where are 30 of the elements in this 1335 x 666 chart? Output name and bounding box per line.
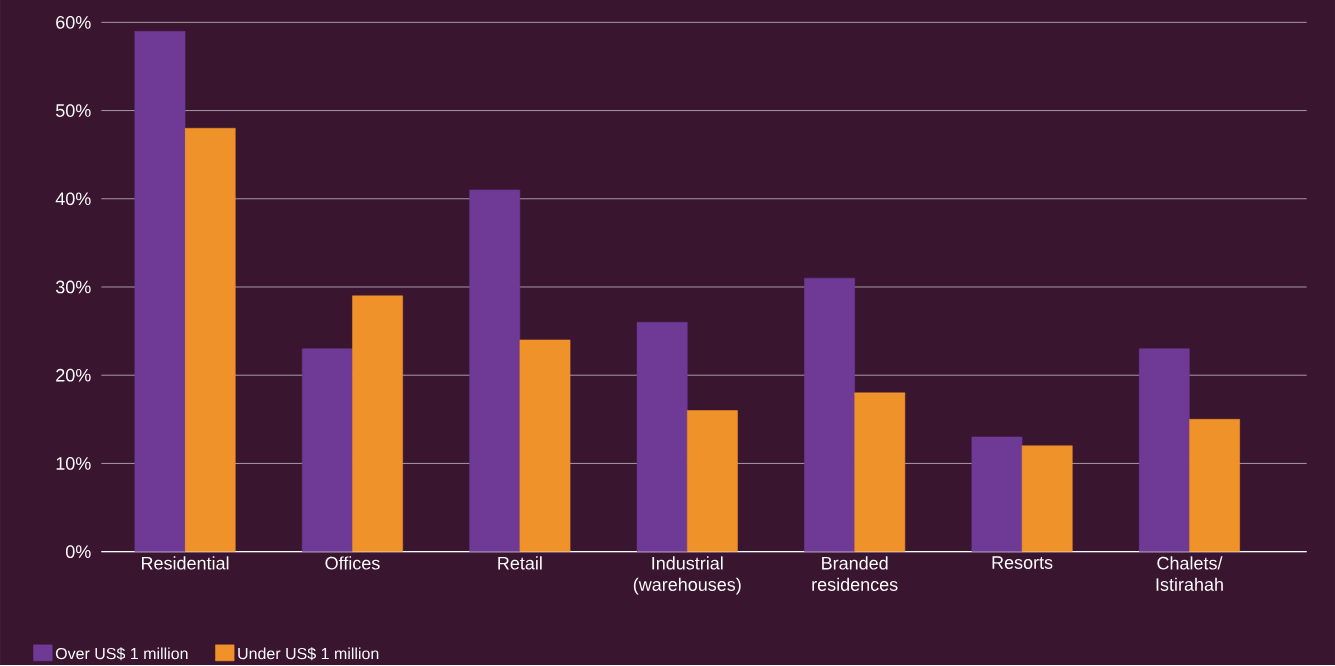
legend-label: Under US$ 1 million — [238, 647, 379, 660]
y-tick-label: 40% — [55, 192, 91, 205]
x-tick-label: Retail — [498, 556, 542, 570]
y-tick-label: 10% — [56, 456, 91, 470]
bar — [134, 30, 186, 552]
bar — [1138, 348, 1190, 552]
bar — [1021, 445, 1073, 552]
legend-label: Over US$ 1 million — [55, 647, 188, 660]
y-tick-label: 30% — [55, 280, 91, 294]
y-tick-label: 50% — [55, 103, 91, 117]
x-tick-label: Offices — [325, 556, 380, 570]
bar — [686, 410, 738, 552]
bar — [184, 127, 236, 552]
y-tick-label: 20% — [56, 368, 91, 382]
y-tick-label: 60% — [56, 15, 91, 29]
x-tick-label: Branded residences — [812, 556, 898, 591]
bar — [519, 339, 571, 552]
bar — [352, 295, 403, 552]
bar — [804, 277, 855, 552]
bar — [854, 392, 906, 552]
bar — [971, 436, 1023, 552]
bar — [636, 321, 688, 552]
y-tick-label: 0% — [66, 545, 91, 558]
x-tick-label: Chalets/ Istirahah — [1156, 556, 1223, 591]
bar — [1189, 418, 1240, 552]
x-tick-label: Industrial (warehouses) — [633, 556, 741, 595]
bar — [469, 189, 521, 552]
bar — [301, 348, 353, 552]
x-tick-label: Resorts — [992, 556, 1053, 569]
x-tick-label: Residential — [142, 556, 229, 570]
